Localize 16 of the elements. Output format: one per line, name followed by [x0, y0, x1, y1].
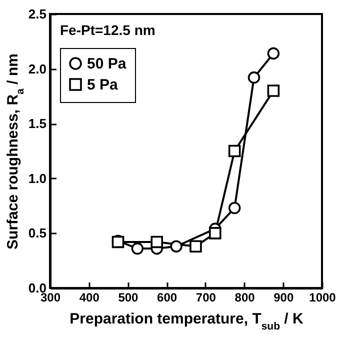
- y-tick-label: 2.5: [28, 6, 46, 22]
- y-tick-label: 2.0: [28, 61, 46, 76]
- y-tick-label: 0.5: [28, 226, 46, 241]
- x-tick-label: 400: [79, 290, 100, 304]
- x-tick-label: 900: [274, 290, 294, 304]
- x-tick-label: 500: [118, 290, 139, 304]
- annotation: Fe-Pt=12.5 nm: [60, 22, 156, 38]
- y-tick-label: 1.0: [28, 170, 46, 186]
- x-tick-label: 700: [196, 290, 216, 304]
- x-axis-title: Preparation temperature, T$_{sub}$ / K: [70, 310, 304, 332]
- legend-label: 5 Pa: [87, 76, 119, 94]
- y-tick-label: 1.5: [28, 116, 46, 132]
- x-tick-label: 1000: [309, 290, 336, 304]
- x-tick-label: 800: [234, 290, 256, 304]
- x-tick-label: 600: [157, 290, 178, 304]
- legend-label: 50 Pa: [87, 56, 127, 72]
